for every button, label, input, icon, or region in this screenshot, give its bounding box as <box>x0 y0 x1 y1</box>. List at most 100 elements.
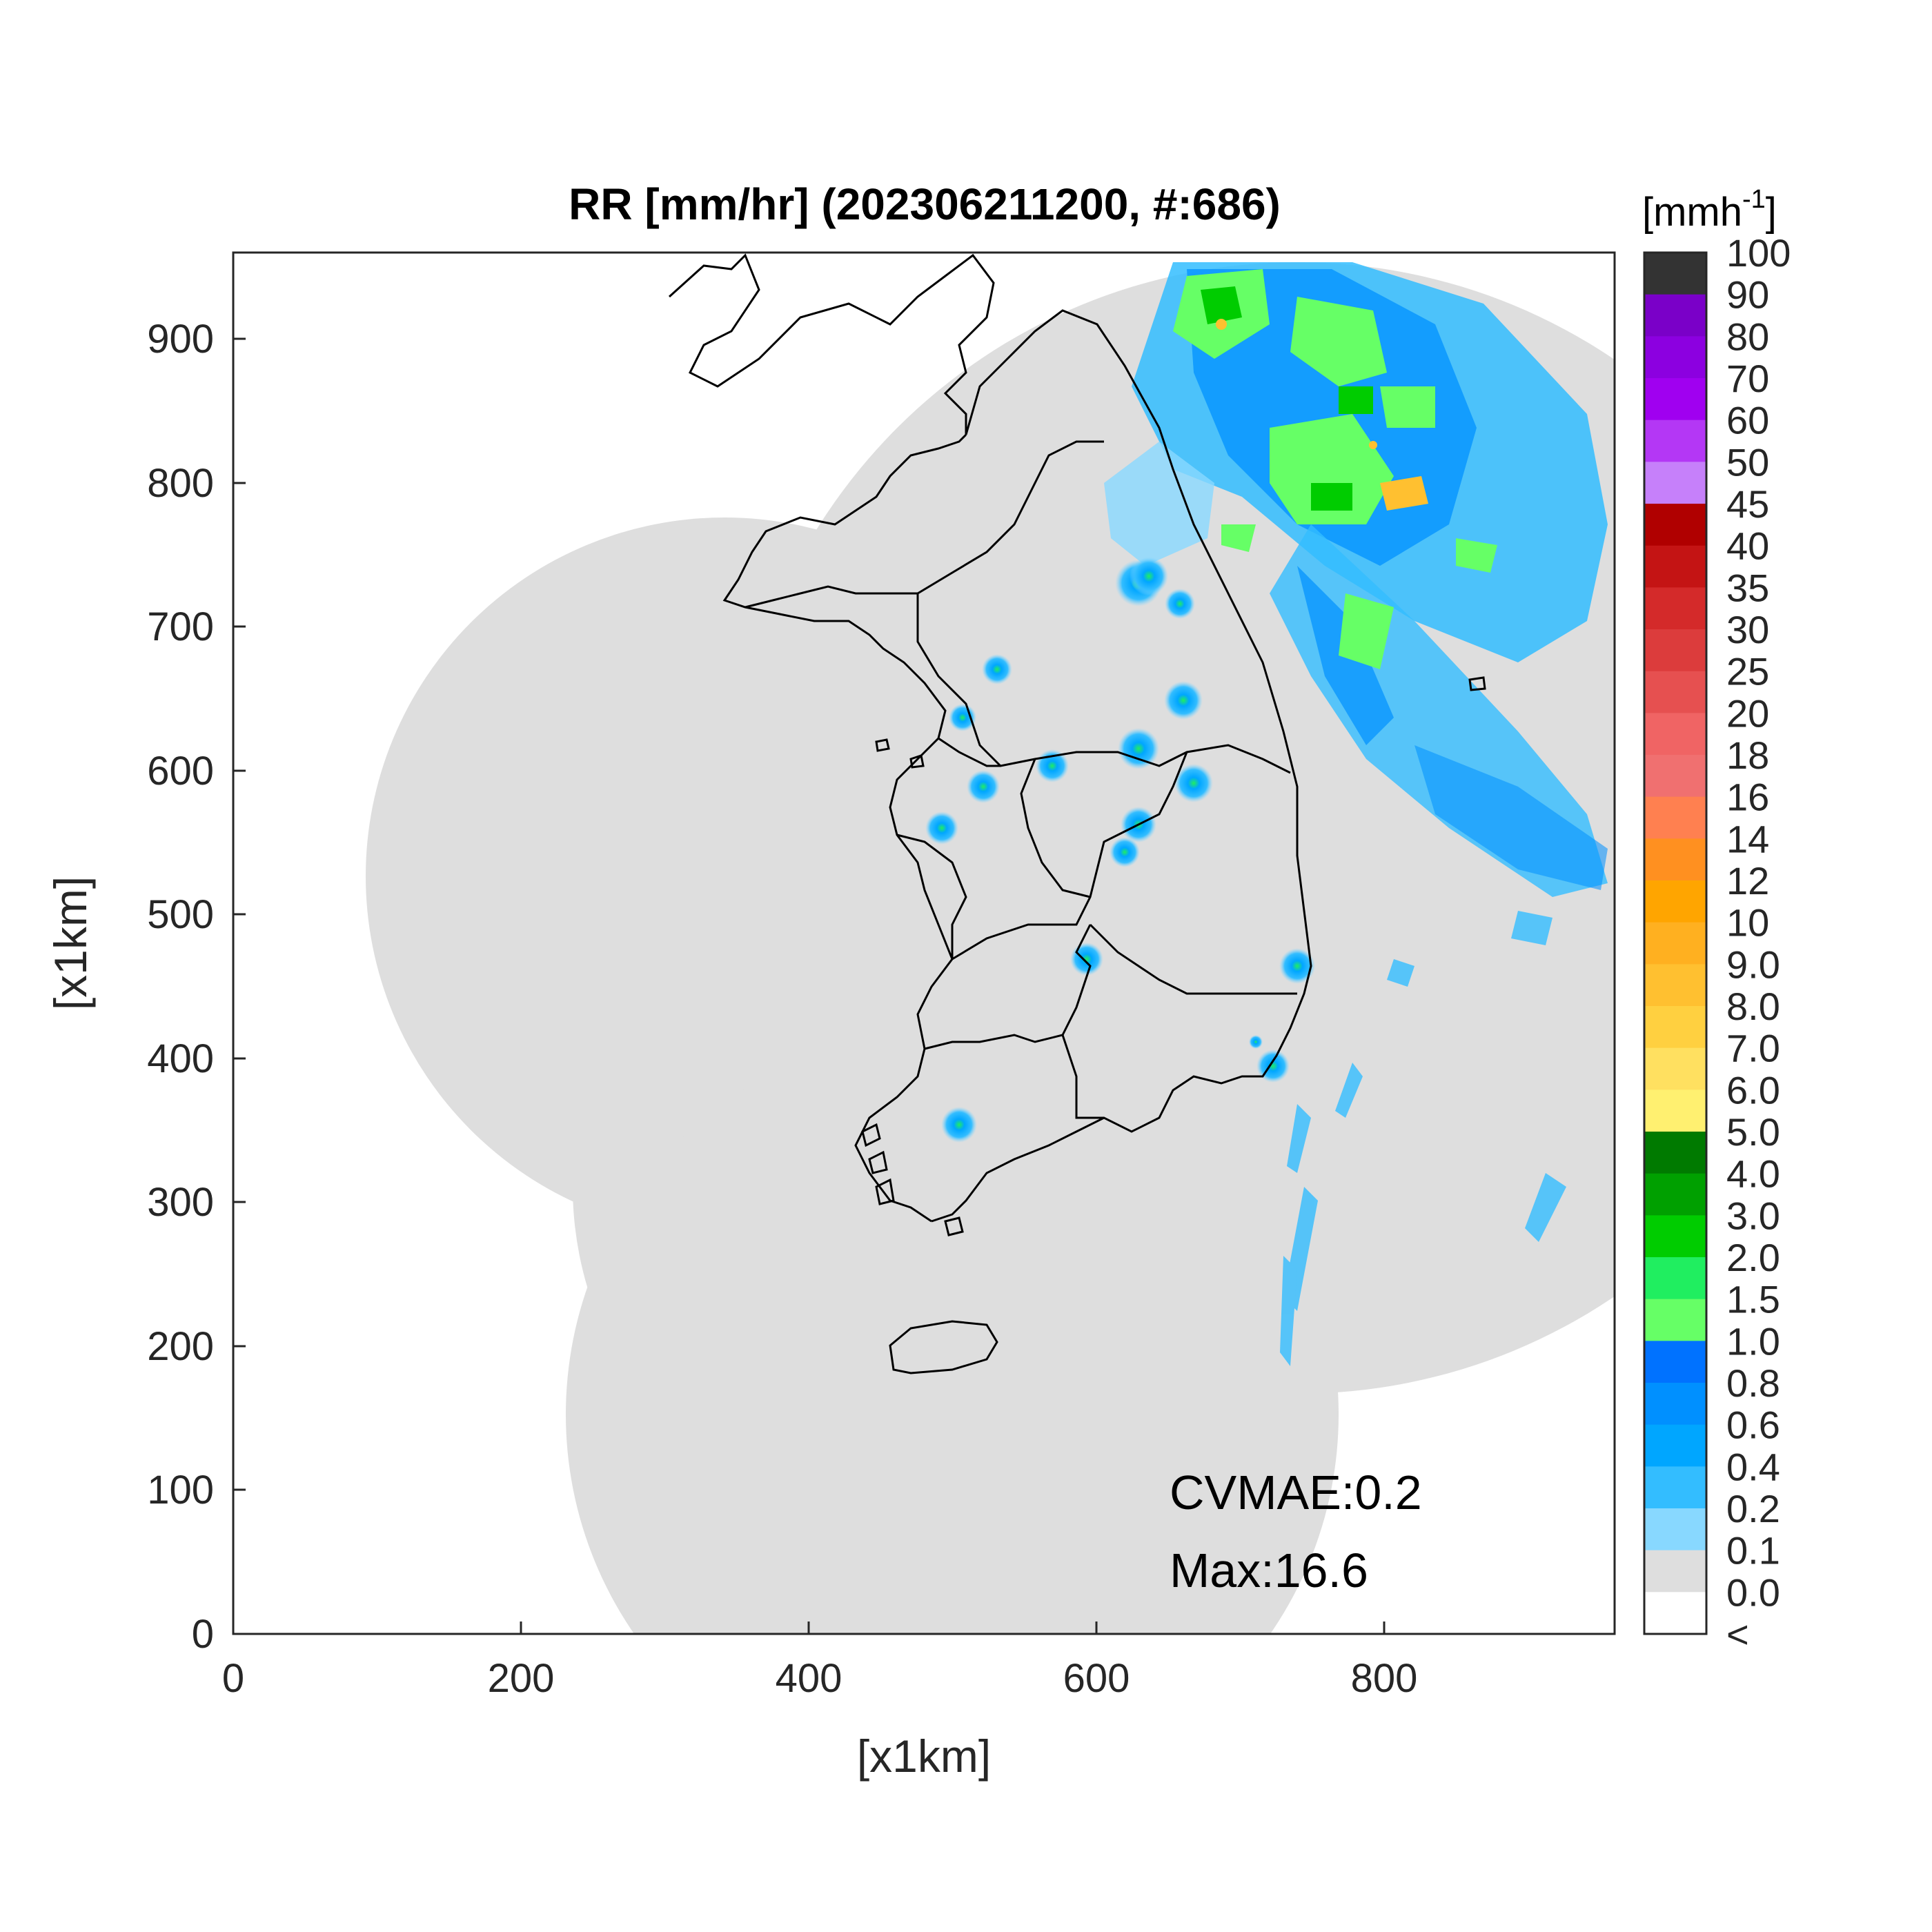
x-axis-label: [x1km] <box>857 1731 991 1782</box>
colorbar-swatch <box>1644 964 1706 1007</box>
colorbar-swatch <box>1644 922 1706 965</box>
colorbar-tick-label: 14 <box>1726 817 1769 860</box>
colorbar-swatch <box>1644 1132 1706 1174</box>
colorbar-swatch <box>1644 462 1706 504</box>
x-tick-label: 400 <box>776 1656 842 1701</box>
colorbar-swatches <box>1644 253 1706 1635</box>
colorbar-tick-label: 9.0 <box>1726 943 1780 986</box>
colorbar-swatch <box>1644 1047 1706 1090</box>
colorbar-tick-label: 1.0 <box>1726 1319 1780 1363</box>
colorbar-swatch <box>1644 880 1706 923</box>
rain-field-orange-cores <box>1216 319 1428 511</box>
plot-area <box>232 251 1616 1635</box>
colorbar-tick-label: 25 <box>1726 650 1769 693</box>
y-tick-label: 700 <box>147 604 214 649</box>
x-axis <box>232 1621 1386 1634</box>
colorbar-tick-label: < <box>1726 1613 1749 1656</box>
colorbar-swatch <box>1644 504 1706 546</box>
colorbar-tick-label: 70 <box>1726 357 1769 400</box>
y-tick-label: 400 <box>147 1036 214 1081</box>
max-annotation: Max:16.6 <box>1170 1544 1368 1597</box>
colorbar-swatch <box>1644 1215 1706 1258</box>
colorbar-tick-label: 90 <box>1726 273 1769 317</box>
colorbar-swatch <box>1644 838 1706 881</box>
rain-field-green-cores <box>1173 269 1497 669</box>
y-axis <box>233 337 246 1635</box>
y-tick-label: 500 <box>147 892 214 937</box>
colorbar-swatch <box>1644 713 1706 756</box>
cvmae-annotation: CVMAE:0.2 <box>1170 1466 1422 1519</box>
colorbar-tick-label: 80 <box>1726 315 1769 358</box>
colorbar-tick-label: 0.2 <box>1726 1487 1780 1530</box>
y-tick-label: 800 <box>147 461 214 506</box>
chart-title: RR [mm/hr] (202306211200, #:686) <box>569 179 1281 229</box>
colorbar-tick-label: 0.6 <box>1726 1403 1780 1447</box>
colorbar-unit: [mmh-1] <box>1642 185 1777 235</box>
colorbar-swatch <box>1644 671 1706 713</box>
x-tick-label: 600 <box>1063 1656 1130 1701</box>
colorbar-tick-label: 7.0 <box>1726 1027 1780 1070</box>
colorbar-tick-label: 40 <box>1726 524 1769 568</box>
colorbar-swatch <box>1644 378 1706 421</box>
colorbar-swatch <box>1644 1006 1706 1049</box>
colorbar-tick-label: 6.0 <box>1726 1068 1780 1112</box>
colorbar-tick-label: 1.5 <box>1726 1278 1780 1321</box>
colorbar-swatch <box>1644 420 1706 462</box>
y-tick-label: 600 <box>147 749 214 793</box>
colorbar-swatch <box>1644 629 1706 672</box>
y-tick-label: 100 <box>147 1468 214 1512</box>
colorbar-tick-label: 0.8 <box>1726 1361 1780 1405</box>
colorbar-swatch <box>1644 587 1706 630</box>
colorbar-tick-label: 100 <box>1726 231 1791 275</box>
y-tick-labels: 0 100 200 300 400 500 600 700 800 900 <box>147 317 214 1657</box>
colorbar-labels: 100908070605045403530252018161412109.08.… <box>1726 231 1791 1656</box>
colorbar: [mmh-1] 10090807060504540353025201816141… <box>1642 185 1791 1656</box>
x-tick-label: 200 <box>488 1656 555 1701</box>
y-tick-label: 0 <box>192 1612 214 1657</box>
colorbar-swatch <box>1644 336 1706 379</box>
colorbar-tick-label: 60 <box>1726 399 1769 442</box>
colorbar-tick-label: 0.4 <box>1726 1445 1780 1488</box>
rain-streaks-south <box>1280 911 1566 1366</box>
colorbar-tick-label: 35 <box>1726 566 1769 609</box>
rain-field-dark-green <box>1201 286 1373 511</box>
y-axis-label: [x1km] <box>45 876 96 1010</box>
colorbar-swatch <box>1644 1424 1706 1467</box>
colorbar-tick-label: 12 <box>1726 859 1769 903</box>
colorbar-tick-label: 8.0 <box>1726 985 1780 1028</box>
colorbar-swatch <box>1644 1299 1706 1341</box>
colorbar-swatch <box>1644 796 1706 839</box>
colorbar-swatch <box>1644 755 1706 798</box>
colorbar-swatch <box>1644 1383 1706 1426</box>
x-tick-label: 800 <box>1351 1656 1418 1701</box>
colorbar-tick-label: 18 <box>1726 733 1769 777</box>
colorbar-swatch <box>1644 545 1706 588</box>
colorbar-tick-label: 0.1 <box>1726 1529 1780 1573</box>
colorbar-tick-label: 16 <box>1726 776 1769 819</box>
y-tick-label: 200 <box>147 1324 214 1369</box>
colorbar-tick-label: 0.0 <box>1726 1570 1780 1614</box>
coastlines-and-borders <box>668 253 1486 1374</box>
colorbar-swatch <box>1644 1173 1706 1216</box>
convective-cells <box>925 557 1315 1143</box>
x-tick-label: 0 <box>222 1656 244 1701</box>
y-tick-label: 300 <box>147 1180 214 1225</box>
colorbar-tick-label: 10 <box>1726 901 1769 945</box>
colorbar-swatch <box>1644 253 1706 295</box>
colorbar-swatch <box>1644 1466 1706 1509</box>
colorbar-tick-label: 20 <box>1726 691 1769 735</box>
colorbar-swatch <box>1644 1257 1706 1300</box>
colorbar-tick-label: 45 <box>1726 482 1769 526</box>
y-tick-label: 900 <box>147 317 214 362</box>
colorbar-swatch <box>1644 1550 1706 1593</box>
colorbar-swatch <box>1644 294 1706 337</box>
colorbar-tick-label: 2.0 <box>1726 1236 1780 1279</box>
colorbar-tick-label: 30 <box>1726 608 1769 651</box>
colorbar-tick-label: 3.0 <box>1726 1194 1780 1237</box>
colorbar-swatch <box>1644 1341 1706 1383</box>
x-tick-labels: 0 200 400 600 800 <box>222 1656 1418 1701</box>
colorbar-tick-label: 5.0 <box>1726 1110 1780 1154</box>
colorbar-swatch <box>1644 1508 1706 1551</box>
colorbar-swatch <box>1644 1090 1706 1132</box>
